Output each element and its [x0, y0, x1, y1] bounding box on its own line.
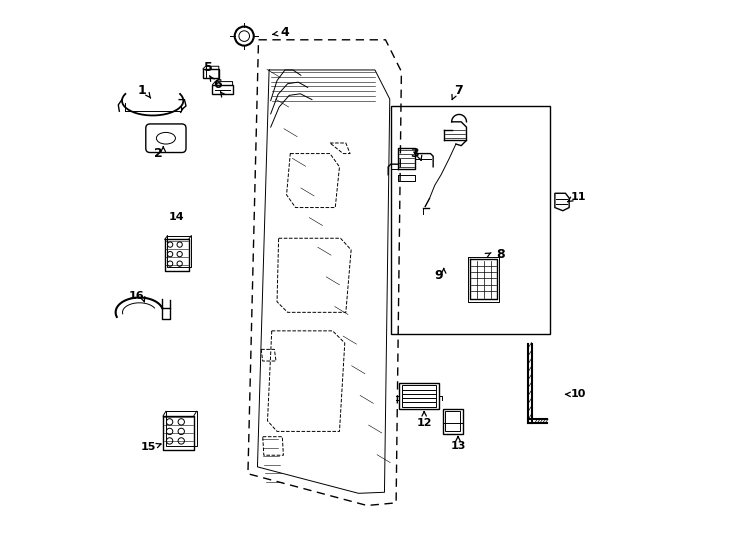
Text: 11: 11	[571, 192, 586, 202]
Text: 16: 16	[129, 292, 145, 301]
Text: 7: 7	[454, 84, 463, 97]
Text: 4: 4	[280, 26, 289, 39]
Text: 12: 12	[416, 418, 432, 428]
Text: 14: 14	[169, 212, 184, 222]
Text: 1: 1	[138, 84, 147, 97]
Text: 15: 15	[141, 442, 156, 453]
Text: 2: 2	[153, 147, 162, 160]
Text: 13: 13	[451, 441, 465, 451]
Text: 10: 10	[571, 389, 586, 400]
Text: 3: 3	[410, 147, 419, 160]
Text: 6: 6	[214, 78, 222, 91]
Text: 5: 5	[204, 62, 213, 75]
Text: 8: 8	[496, 248, 505, 261]
Text: 9: 9	[434, 269, 443, 282]
